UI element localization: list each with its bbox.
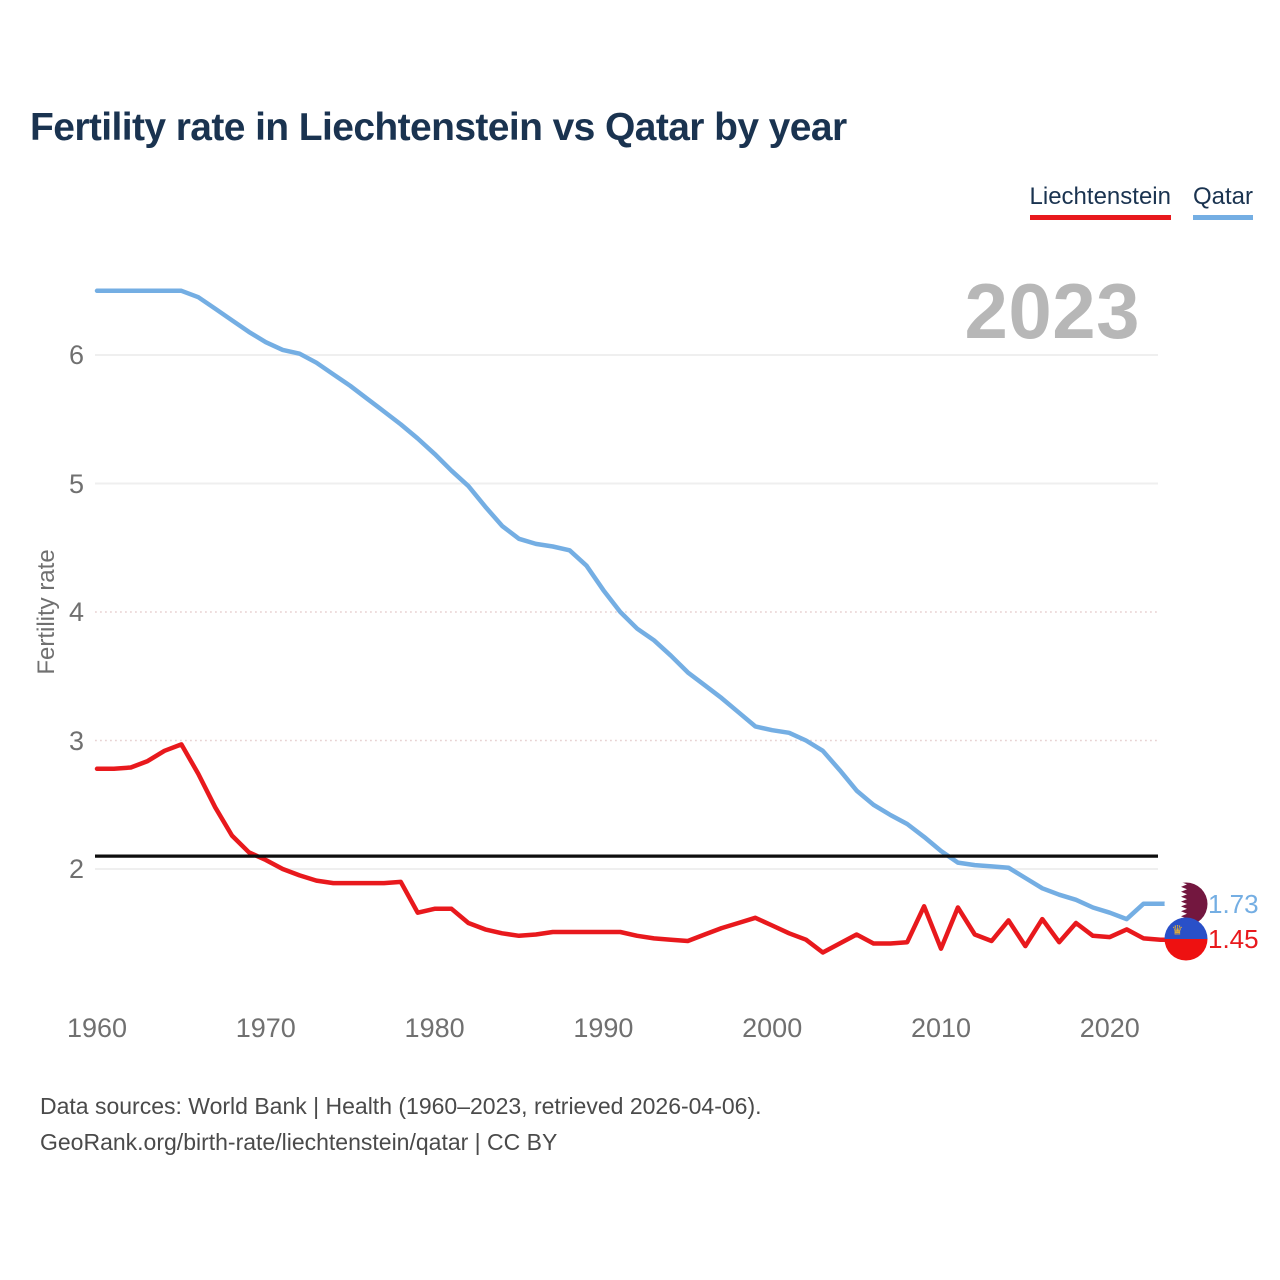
footer-link-line: GeoRank.org/birth-rate/liechtenstein/qat… [40, 1129, 558, 1155]
y-axis-tick-label: 2 [68, 854, 84, 884]
y-axis-tick-label: 4 [68, 597, 84, 627]
qatar-end-value-label: 1.73 [1208, 889, 1259, 919]
x-axis-tick-label: 1990 [573, 1013, 634, 1043]
year-watermark: 2023 [964, 267, 1140, 355]
x-axis-tick-label: 1960 [66, 1013, 128, 1043]
liechtenstein-end-value-label: 1.45 [1208, 924, 1259, 954]
legend-item-qatar[interactable]: Qatar [1192, 183, 1253, 220]
footer: Data sources: World Bank | Health (1960–… [40, 1088, 762, 1160]
legend: Liechtenstein Qatar [1029, 183, 1253, 220]
x-axis-tick-label: 2020 [1079, 1013, 1140, 1043]
liechtenstein-flag-icon: ♛ [1164, 917, 1208, 961]
y-axis-tick-label: 6 [68, 340, 84, 370]
y-axis-tick-label: 3 [68, 725, 84, 756]
y-axis-tick-label: 5 [68, 468, 84, 499]
x-axis-tick-label: 2000 [742, 1013, 803, 1043]
page-title: Fertility rate in Liechtenstein vs Qatar… [30, 106, 847, 149]
x-axis-tick-label: 1970 [235, 1013, 296, 1043]
svg-text:♛: ♛ [1172, 924, 1184, 939]
legend-item-liechtenstein[interactable]: Liechtenstein [1029, 183, 1171, 220]
x-axis-tick-label: 2010 [910, 1013, 972, 1043]
x-axis-tick-label: 1980 [404, 1013, 465, 1043]
footer-source-line: Data sources: World Bank | Health (1960–… [40, 1093, 762, 1119]
